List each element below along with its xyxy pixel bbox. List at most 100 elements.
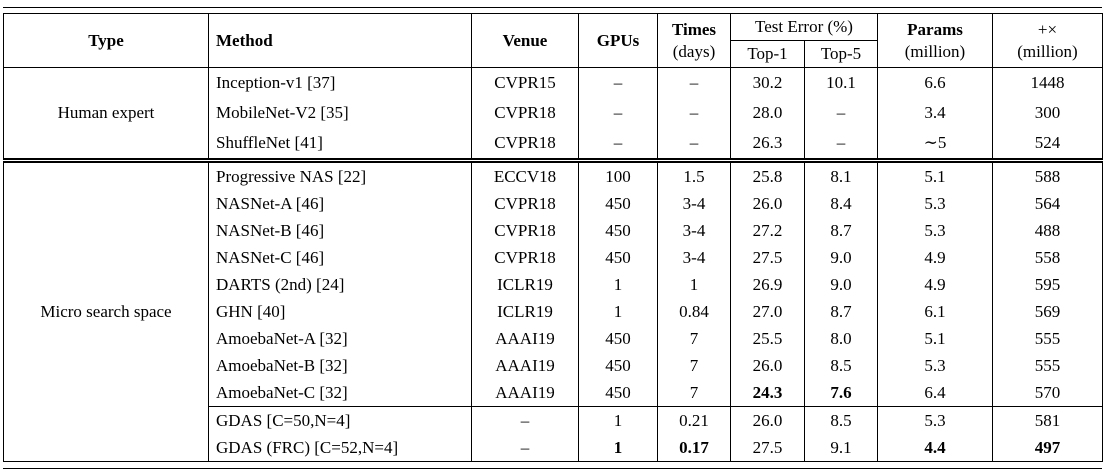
col-header-flops: +× (million) [992, 13, 1103, 68]
col-header-flops-unit: (million) [1017, 41, 1078, 61]
cell-top1: 27.2 [730, 217, 805, 244]
cell-times: 3-4 [657, 190, 731, 217]
cell-params: 5.3 [877, 190, 993, 217]
cell-top1: 26.0 [730, 190, 805, 217]
cell-method: NASNet-B [46] [208, 217, 472, 244]
col-header-gpus: GPUs [578, 13, 658, 68]
cell-method: AmoebaNet-A [32] [208, 325, 472, 352]
cell-method: ShuffleNet [41] [208, 128, 472, 161]
header-row-1: Type Method Venue GPUs Times (days) Test… [3, 13, 1103, 68]
cell-gpus: 1 [578, 434, 658, 462]
cell-times: 0.17 [657, 434, 731, 462]
cell-times: – [657, 128, 731, 161]
cell-venue: – [471, 406, 579, 434]
cell-times: 7 [657, 379, 731, 407]
table-row: AmoebaNet-C [32] AAAI19 450 7 24.3 7.6 6.4 570 [4, 379, 1103, 407]
results-table-body: Human expert Inception-v1 [37] CVPR15– –30.… [3, 67, 1103, 462]
cell-params: 4.9 [877, 244, 993, 271]
cell-times: 7 [657, 325, 731, 352]
cell-params: 5.3 [877, 406, 993, 434]
cell-gpus: 450 [578, 325, 658, 352]
cell-gpus: – [578, 67, 658, 98]
cell-flops: 588 [992, 158, 1103, 190]
cell-params: 6.4 [877, 379, 993, 407]
col-header-top5: Top-5 [804, 40, 878, 68]
cell-method: NASNet-C [46] [208, 244, 472, 271]
col-header-test-error: Test Error (%) [730, 13, 878, 41]
cell-flops: 555 [992, 325, 1103, 352]
cell-top5: 9.0 [804, 271, 878, 298]
col-header-params-unit: (million) [904, 41, 966, 61]
cell-top1: 26.9 [730, 271, 805, 298]
cell-method: NASNet-A [46] [208, 190, 472, 217]
cell-venue: – [471, 434, 579, 462]
cell-times: 0.84 [657, 298, 731, 325]
cell-method: Inception-v1 [37] [208, 67, 472, 98]
cell-times: 0.21 [657, 406, 731, 434]
cell-times: 1.5 [657, 158, 731, 190]
cell-times: 3-4 [657, 217, 731, 244]
results-table: Type Method Venue GPUs Times (days) Test… [3, 13, 1103, 462]
cell-flops: 300 [992, 98, 1103, 128]
cell-top5: 8.7 [804, 217, 878, 244]
table-header: Type Method Venue GPUs Times (days) Test… [3, 13, 1103, 68]
cell-venue: CVPR18 [471, 98, 579, 128]
cell-gpus: 1 [578, 271, 658, 298]
cell-top5: – [804, 98, 878, 128]
cell-method: DARTS (2nd) [24] [208, 271, 472, 298]
cell-gpus: 450 [578, 379, 658, 407]
cell-venue: ICLR19 [471, 271, 579, 298]
cell-method: GHN [40] [208, 298, 472, 325]
cell-flops: 1448 [992, 67, 1103, 98]
cell-top1: 28.0 [730, 98, 805, 128]
table-row: AmoebaNet-B [32] AAAI19 450 7 26.0 8.5 5.3 555 [4, 352, 1103, 379]
cell-gpus: 450 [578, 190, 658, 217]
cell-top5: 8.1 [804, 158, 878, 190]
cell-times: 7 [657, 352, 731, 379]
cell-top5: 8.4 [804, 190, 878, 217]
cell-gpus: – [578, 98, 658, 128]
table-row: GHN [40] ICLR19 1 0.84 27.0 8.7 6.1 569 [4, 298, 1103, 325]
cell-top1: 26.3 [730, 128, 805, 161]
cell-method: GDAS (FRC) [C=52,N=4] [208, 434, 472, 462]
cell-top5: 8.5 [804, 406, 878, 434]
cell-times: 3-4 [657, 244, 731, 271]
table-row: GDAS [C=50,N=4] –1 0.21 26.0 8.5 5.3 581 [4, 406, 1103, 434]
cell-flops: 581 [992, 406, 1103, 434]
cell-method: Progressive NAS [22] [208, 158, 472, 190]
cell-venue: ICLR19 [471, 298, 579, 325]
cell-top5: 9.0 [804, 244, 878, 271]
cell-top5: 8.5 [804, 352, 878, 379]
cell-flops: 488 [992, 217, 1103, 244]
cell-method: MobileNet-V2 [35] [208, 98, 472, 128]
col-header-times-unit: (days) [672, 41, 716, 61]
col-header-top1: Top-1 [730, 40, 805, 68]
cell-gpus: 1 [578, 406, 658, 434]
table-row: NASNet-A [46] CVPR18 450 3-4 26.0 8.4 5.3 564 [4, 190, 1103, 217]
cell-params: 5.3 [877, 217, 993, 244]
cell-flops: 564 [992, 190, 1103, 217]
cell-flops: 555 [992, 352, 1103, 379]
cell-flops: 569 [992, 298, 1103, 325]
cell-top5: 10.1 [804, 67, 878, 98]
col-header-params-title: Params [907, 20, 963, 40]
cell-params: 6.6 [877, 67, 993, 98]
table-row: ShuffleNet [41] CVPR18– –26.3– ∼5 524 [4, 128, 1103, 161]
cell-venue: CVPR18 [471, 128, 579, 161]
cell-venue: ECCV18 [471, 158, 579, 190]
table-row: GDAS (FRC) [C=52,N=4] –1 0.17 27.5 9.1 4.4 497 [4, 434, 1103, 462]
cell-top1: 25.8 [730, 158, 805, 190]
cell-params: 5.1 [877, 325, 993, 352]
col-header-flops-title: +× [1037, 20, 1058, 40]
cell-top1: 27.5 [730, 244, 805, 271]
cell-params: ∼5 [877, 128, 993, 161]
table-row: Micro search space Progressive NAS [22] EC… [3, 158, 1103, 462]
cell-times: – [657, 98, 731, 128]
table-row: NASNet-B [46] CVPR18 450 3-4 27.2 8.7 5.3 488 [4, 217, 1103, 244]
col-header-venue: Venue [471, 13, 579, 68]
cell-gpus: 1 [578, 298, 658, 325]
cell-flops: 570 [992, 379, 1103, 407]
table-row: DARTS (2nd) [24] ICLR19 1 1 26.9 9.0 4.9 595 [4, 271, 1103, 298]
cell-venue: CVPR18 [471, 190, 579, 217]
